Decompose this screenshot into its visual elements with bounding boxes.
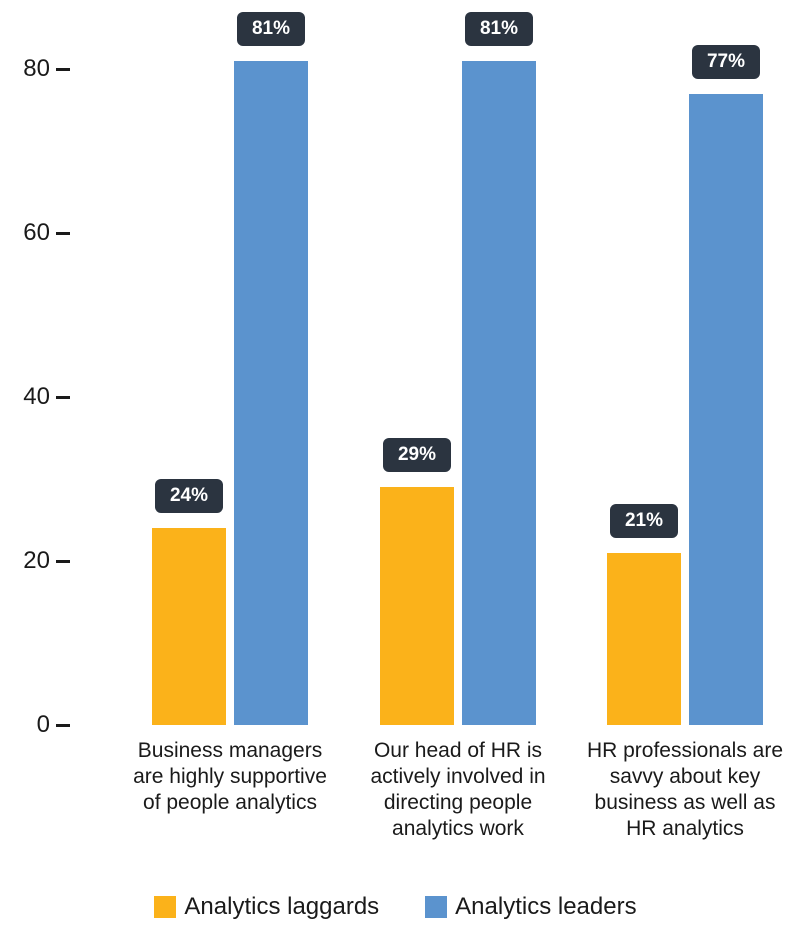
legend-swatch-leaders xyxy=(425,896,448,918)
data-label: 77% xyxy=(692,44,760,79)
category-label: Business managers are highly supportive … xyxy=(133,739,327,814)
data-label: 29% xyxy=(383,438,451,473)
legend-item-laggards: Analytics laggards xyxy=(154,893,379,921)
data-label: 81% xyxy=(465,11,533,46)
bar-leaders-1 xyxy=(234,60,308,725)
bar-laggards-3 xyxy=(607,552,681,725)
legend-item-leaders: Analytics leaders xyxy=(425,893,637,921)
legend-label-leaders: Analytics leaders xyxy=(455,893,637,920)
category-label: HR professionals are savvy about key bus… xyxy=(586,739,784,840)
legend: Analytics laggards Analytics leaders xyxy=(0,893,791,921)
category-label: Our head of HR is actively involved in d… xyxy=(370,739,546,840)
data-label: 21% xyxy=(610,503,678,538)
bar-leaders-2 xyxy=(462,60,536,725)
y-tick-mark xyxy=(56,724,70,727)
data-label: 24% xyxy=(155,479,223,514)
y-tick-label: 60 xyxy=(23,219,50,246)
y-tick-label: 20 xyxy=(23,547,50,574)
y-tick-label: 0 xyxy=(36,711,50,738)
y-tick-mark xyxy=(56,560,70,563)
bar-laggards-2 xyxy=(380,487,454,725)
y-tick-mark xyxy=(56,396,70,399)
y-tick-mark xyxy=(56,232,70,235)
data-label: 81% xyxy=(237,11,305,46)
y-tick-label: 80 xyxy=(23,55,50,82)
legend-swatch-laggards xyxy=(154,896,177,918)
y-tick-label: 40 xyxy=(23,383,50,410)
bar-laggards-1 xyxy=(152,528,226,725)
legend-label-laggards: Analytics laggards xyxy=(184,893,380,920)
bar-leaders-3 xyxy=(689,93,763,725)
y-tick-mark xyxy=(56,68,70,71)
